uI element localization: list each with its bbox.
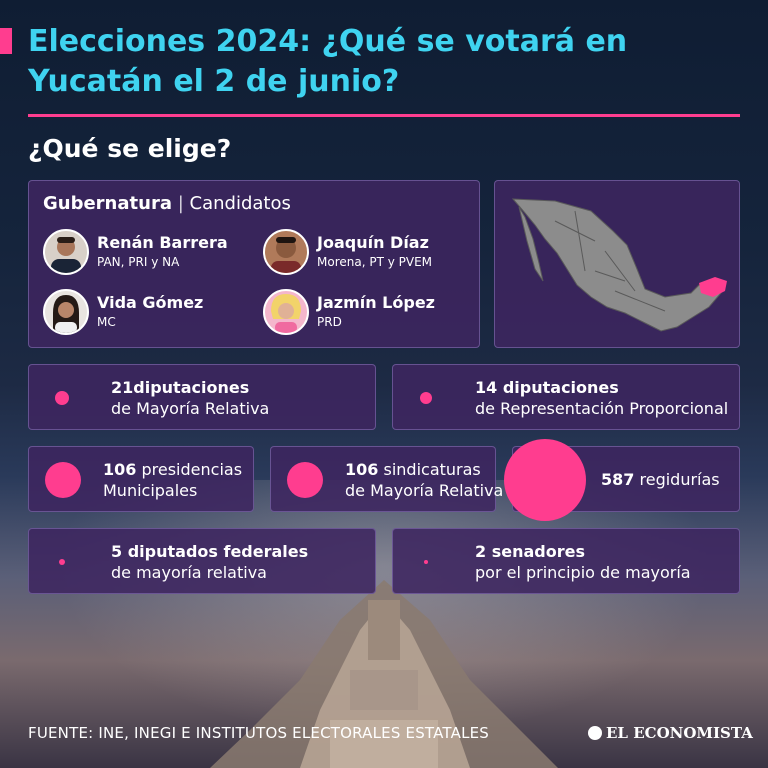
stat-text: 21diputaciones de Mayoría Relativa [111,378,270,418]
stat-text: 2 senadores por el principio de mayoría [475,542,691,582]
stat-bubble [424,560,428,564]
stat-card-sindicaturas: 106 sindicaturas de Mayoría Relativa [270,446,503,512]
candidate-name: Vida Gómez [97,293,204,312]
title-line-2: Yucatán el 2 de junio? [28,64,400,99]
stat-card-senadores: 2 senadores por el principio de mayoría [392,528,740,594]
candidate-joaquin-diaz: Joaquín Díaz Morena, PT y PVEM [263,229,473,279]
stat-bubble [420,392,432,404]
stat-bubble [59,559,65,565]
candidate-party: Morena, PT y PVEM [317,255,433,269]
stat-card-diputados-federales: 5 diputados federales de mayoría relativa [28,528,376,594]
stat-card-presidencias: 106 presidencias Municipales [28,446,254,512]
avatar [263,229,309,275]
stat-bubble-regidurias [504,439,586,521]
governor-card: Gubernatura | Candidatos Renán Barrera P… [28,180,480,348]
stat-bubble [45,462,81,498]
stat-text: 587 regidurías [601,470,720,489]
publisher-logo: EL ECONOMISTA [588,724,753,742]
avatar [263,289,309,335]
stat-text: 5 diputados federales de mayoría relativa [111,542,309,582]
title-line-1: Elecciones 2024: ¿Qué se votará en [28,24,628,59]
avatar [43,289,89,335]
logo-icon [588,726,602,740]
candidate-vida-gomez: Vida Gómez MC [43,289,253,339]
avatar [43,229,89,275]
candidate-party: MC [97,315,116,329]
section-title: ¿Qué se elige? [28,134,232,163]
stat-text: 14 diputaciones de Representación Proporc… [475,378,729,418]
accent-bar [0,28,12,54]
title-divider [28,114,740,117]
source-text: FUENTE: INE, INEGI E INSTITUTOS ELECTORA… [28,724,490,742]
stat-bubble [55,391,69,405]
stat-text: 106 sindicaturas de Mayoría Relativa [345,460,504,500]
candidate-name: Renán Barrera [97,233,228,252]
page-title: Elecciones 2024: ¿Qué se votará en Yucat… [28,22,748,102]
monument-illustration [210,580,558,768]
stat-bubble [287,462,323,498]
stat-card-diputaciones-rp: 14 diputaciones de Representación Proporc… [392,364,740,430]
candidate-jazmin-lopez: Jazmín López PRD [263,289,473,339]
governor-heading: Gubernatura | Candidatos [43,193,291,214]
stat-text: 106 presidencias Municipales [103,460,243,500]
candidate-party: PAN, PRI y NA [97,255,180,269]
stat-card-diputaciones-mr: 21diputaciones de Mayoría Relativa [28,364,376,430]
candidate-name: Joaquín Díaz [317,233,429,252]
candidate-renan-barrera: Renán Barrera PAN, PRI y NA [43,229,253,279]
candidate-name: Jazmín López [317,293,435,312]
candidate-party: PRD [317,315,342,329]
mexico-map-icon [511,198,727,332]
map-card [494,180,740,348]
